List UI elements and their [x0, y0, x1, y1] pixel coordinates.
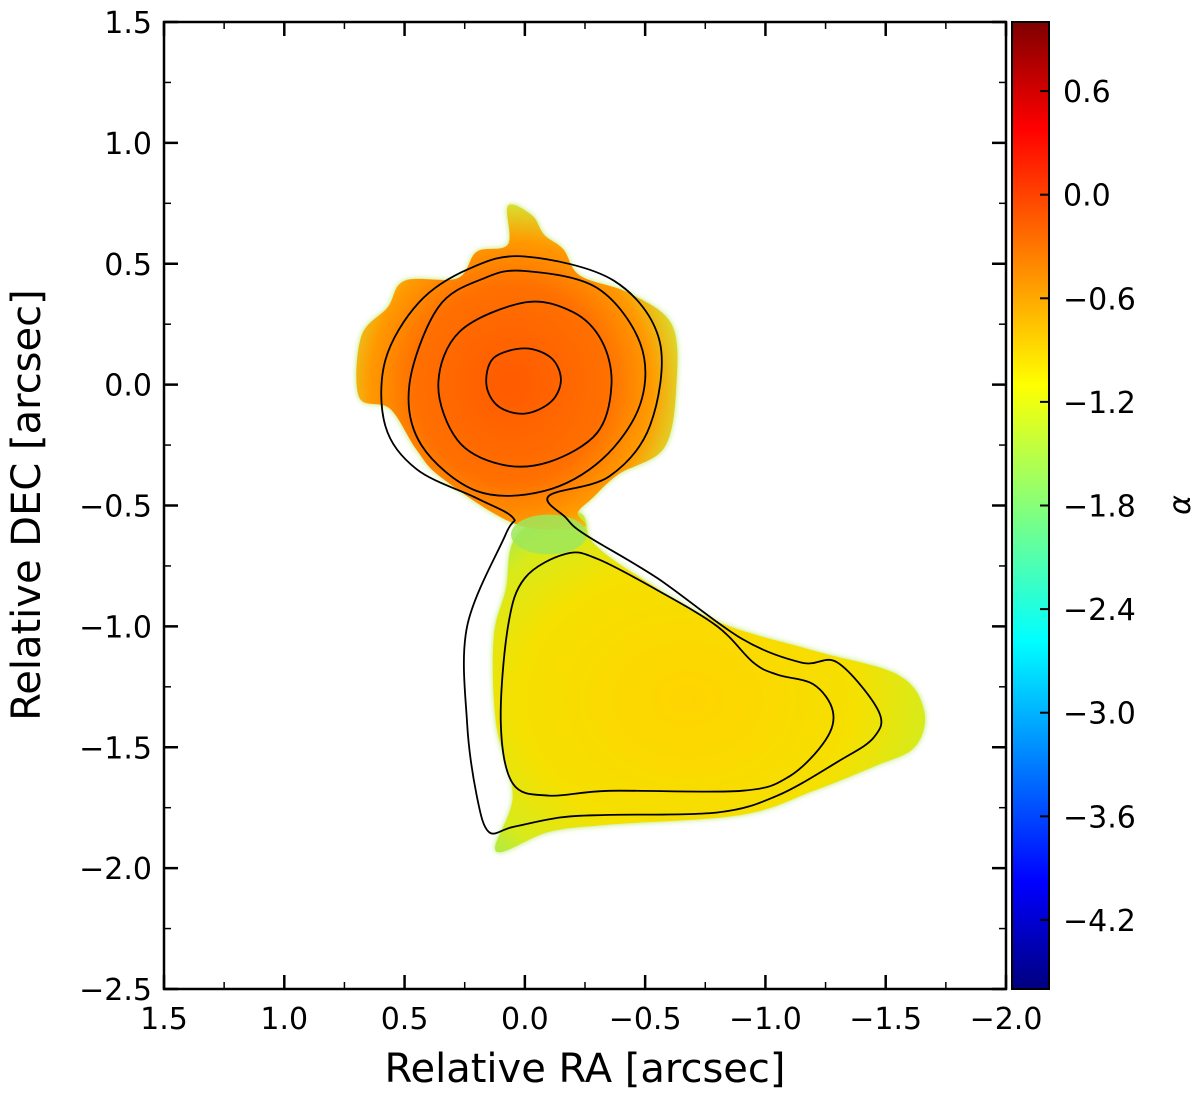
- colorbar-tick-label: 0.0: [1063, 179, 1111, 214]
- colorbar-tick-label: −1.8: [1063, 490, 1136, 525]
- colorbar-tick-label: −4.2: [1063, 904, 1136, 939]
- colorbar-tick-label: −3.6: [1063, 800, 1136, 835]
- x-tick-label: 0.0: [501, 1002, 549, 1037]
- colorbar-ticks: 0.6 0.0 −0.6 −1.2 −1.8 −2.4 −3.0 −3.6 −4.2: [1040, 75, 1136, 939]
- x-tick-label: 1.5: [140, 1002, 188, 1037]
- colorbar: 0.6 0.0 −0.6 −1.2 −1.8 −2.4 −3.0 −3.6 −4.2 α: [1011, 21, 1198, 990]
- x-axis-ticks: 1.5 1.0 0.5 0.0 −0.5 −1.0 −1.5 −2.0: [140, 22, 1042, 1037]
- y-axis-label: Relative DEC [arcsec]: [4, 289, 50, 720]
- colorbar-tick-label: −0.6: [1063, 282, 1136, 317]
- x-axis-label: Relative RA [arcsec]: [385, 1046, 786, 1092]
- x-tick-label: −0.5: [609, 1002, 682, 1037]
- region-core: [356, 204, 678, 530]
- region-bridge: [510, 514, 587, 555]
- y-tick-label: −1.5: [79, 731, 152, 766]
- y-tick-label: 0.5: [104, 248, 152, 283]
- x-tick-label: 1.0: [260, 1002, 308, 1037]
- y-tick-label: 1.5: [104, 6, 152, 41]
- colorbar-tick-label: −1.2: [1063, 386, 1136, 421]
- y-tick-label: 1.0: [104, 127, 152, 162]
- x-tick-label: 0.5: [381, 1002, 429, 1037]
- contour-line-2: [437, 300, 613, 468]
- colorbar-label: α: [1163, 495, 1198, 515]
- emission-regions: [356, 204, 926, 853]
- plot-area: 1.5 1.0 0.5 0.0 −0.5 −1.0 −1.5 −2.0 1.5 1.0 0.5 0.…: [79, 6, 1042, 1037]
- colorbar-tick-label: −2.4: [1063, 593, 1136, 628]
- y-tick-label: −2.5: [79, 973, 152, 1008]
- y-tick-label: −2.0: [79, 852, 152, 887]
- y-tick-label: 0.0: [104, 369, 152, 404]
- colorbar-tick-label: 0.6: [1063, 75, 1111, 110]
- intensity-contours: [380, 255, 883, 835]
- x-tick-label: −1.5: [849, 1002, 922, 1037]
- x-tick-label: −1.0: [729, 1002, 802, 1037]
- region-jet-lobe: [492, 512, 926, 853]
- contour-line-3: [407, 269, 647, 497]
- contour-line-5: [499, 551, 835, 797]
- y-tick-label: −1.0: [79, 610, 152, 645]
- contour-line-4: [380, 255, 883, 835]
- axes-frame: [162, 20, 1008, 991]
- x-tick-label: −2.0: [970, 1002, 1043, 1037]
- y-axis-ticks: 1.5 1.0 0.5 0.0 −0.5 −1.0 −1.5 −2.0 −2.5: [79, 6, 1006, 1008]
- contour-line-1: [485, 347, 562, 415]
- colorbar-tick-label: −3.0: [1063, 697, 1136, 732]
- y-tick-label: −0.5: [79, 490, 152, 525]
